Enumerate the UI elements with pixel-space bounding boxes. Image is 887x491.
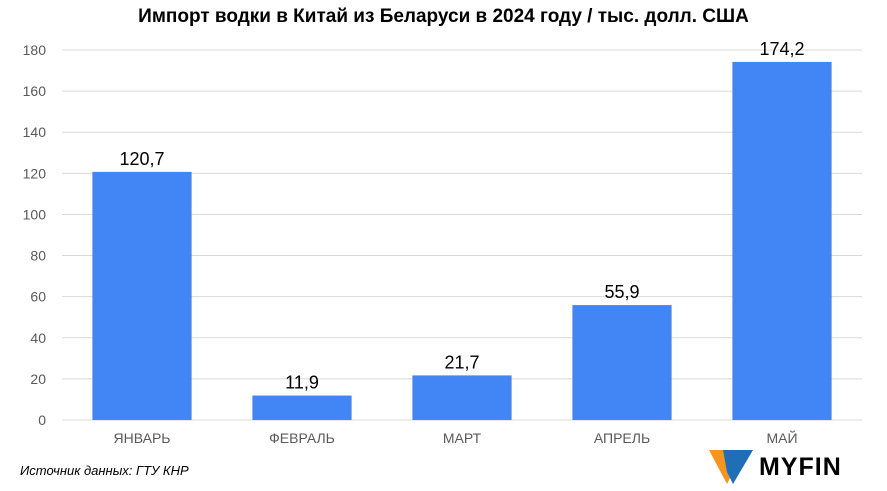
- bar: [92, 171, 192, 420]
- y-tick-label: 80: [30, 248, 46, 264]
- brand-logo: MYFIN: [709, 450, 842, 484]
- x-tick-label: ЯНВАРЬ: [114, 430, 171, 446]
- data-label: 174,2: [759, 39, 804, 59]
- chart-title: Импорт водки в Китай из Беларуси в 2024 …: [138, 6, 749, 27]
- x-tick-label: МАЙ: [766, 429, 797, 446]
- y-tick-label: 120: [23, 165, 47, 181]
- y-tick-label: 140: [23, 124, 47, 140]
- y-tick-label: 180: [23, 42, 47, 58]
- data-label: 120,7: [119, 149, 164, 169]
- x-tick-label: АПРЕЛЬ: [594, 430, 650, 446]
- x-tick-label: ФЕВРАЛЬ: [269, 430, 335, 446]
- y-tick-label: 160: [23, 83, 47, 99]
- source-note: Источник данных: ГТУ КНР: [20, 463, 189, 478]
- data-label: 11,9: [285, 373, 319, 393]
- bar: [572, 305, 672, 420]
- bar: [732, 61, 832, 421]
- y-tick-label: 60: [30, 289, 46, 305]
- data-label: 55,9: [604, 282, 639, 302]
- myfin-logo-icon: [709, 450, 753, 484]
- y-tick-label: 100: [23, 206, 47, 222]
- y-tick-label: 0: [38, 412, 46, 428]
- brand-name: MYFIN: [759, 452, 842, 481]
- data-label: 21,7: [444, 352, 479, 372]
- y-tick-label: 20: [30, 371, 46, 387]
- bar: [412, 375, 512, 420]
- x-tick-label: МАРТ: [443, 430, 482, 446]
- bar: [252, 395, 352, 420]
- y-tick-label: 40: [30, 330, 46, 346]
